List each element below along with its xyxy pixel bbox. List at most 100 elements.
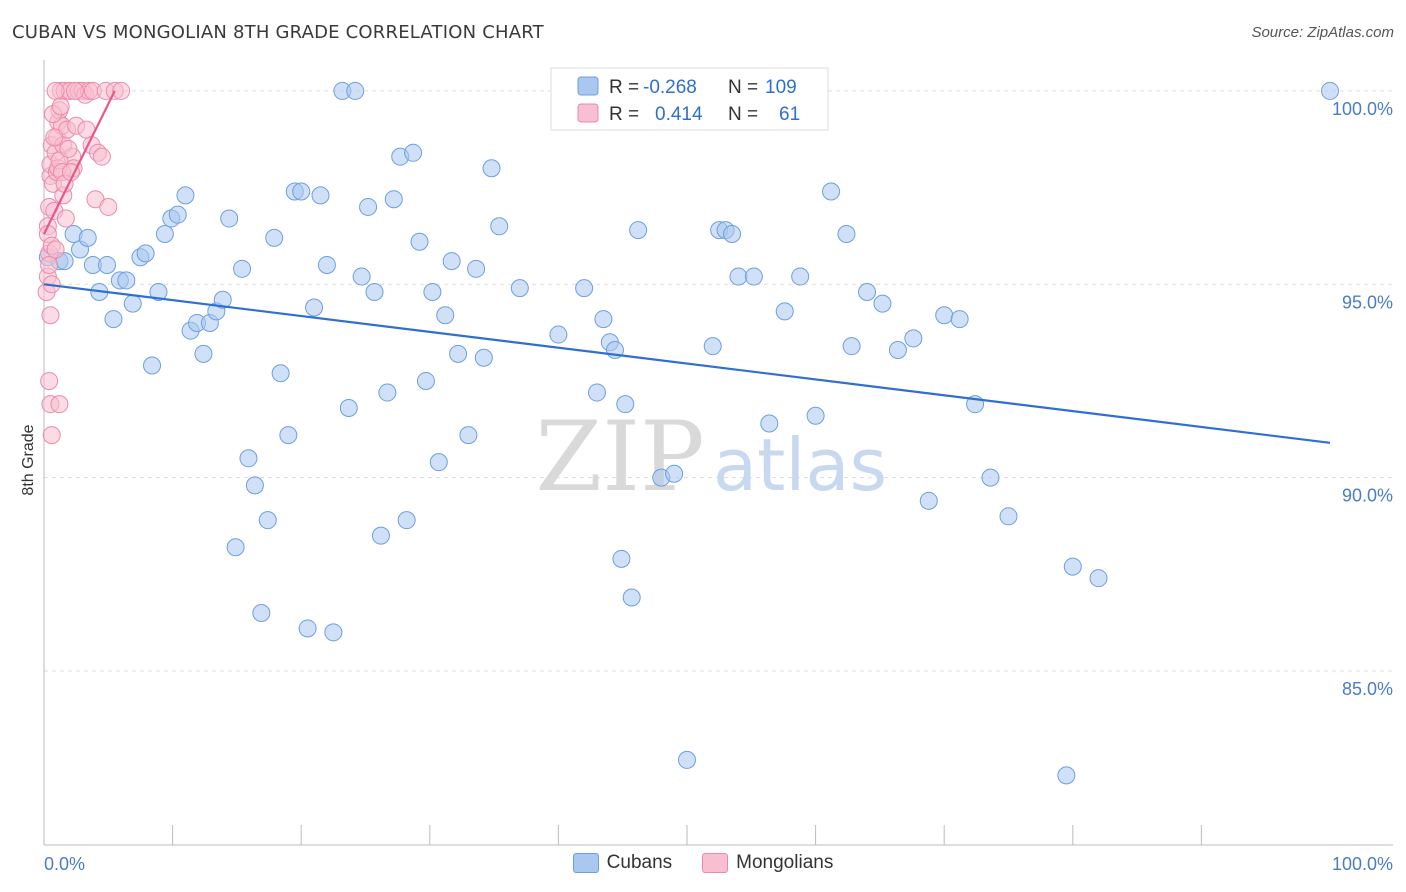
cubans-points	[38, 81, 1339, 785]
chart-title: CUBAN VS MONGOLIAN 8TH GRADE CORRELATION…	[12, 22, 544, 43]
legend-r-value-mongolians: 0.414	[655, 104, 703, 125]
cubans-point	[213, 290, 232, 309]
cubans-point	[194, 344, 213, 363]
mongolians-points	[37, 81, 131, 445]
y-tick-label: 90.0%	[1342, 486, 1393, 506]
cubans-point	[233, 259, 252, 278]
cubans-point	[265, 228, 284, 247]
cubans-point	[467, 259, 486, 278]
cubans-point	[490, 217, 509, 236]
legend-swatch-mongolians	[577, 103, 599, 123]
cubans-point	[482, 159, 501, 178]
mongolians-point	[65, 81, 84, 100]
y-tick-label: 85.0%	[1342, 679, 1393, 699]
x-tick-label: 0.0%	[44, 854, 85, 874]
cubans-point	[339, 399, 358, 418]
cubans-point	[378, 383, 397, 402]
cubans-point	[117, 271, 136, 290]
cubans-point	[416, 371, 435, 390]
y-tick-label: 100.0%	[1332, 99, 1393, 119]
legend-n-label-mongolians: N =	[728, 104, 758, 125]
cubans-point	[155, 225, 174, 244]
cubans-point	[950, 310, 969, 329]
watermark-atlas: atlas	[713, 423, 887, 507]
cubans-point	[168, 205, 187, 224]
legend-item-mongolians[interactable]: Mongolians	[702, 852, 833, 874]
cubans-swatch	[572, 853, 599, 873]
cubans-point	[837, 225, 856, 244]
cubans-point	[429, 453, 448, 472]
cubans-trend-line	[43, 283, 1331, 444]
cubans-point	[1063, 557, 1082, 576]
cubans-point	[423, 283, 442, 302]
cubans-point	[575, 279, 594, 298]
legend-item-cubans[interactable]: Cubans	[572, 852, 673, 874]
cubans-point	[723, 225, 742, 244]
cubans-point	[904, 329, 923, 348]
cubans-point	[842, 337, 861, 356]
mongolians-point	[56, 209, 75, 228]
mongolians-point	[41, 306, 60, 325]
mongolians-point	[42, 426, 61, 445]
cubans-point	[397, 511, 416, 530]
legend-swatch-cubans	[577, 76, 599, 96]
cubans-point	[729, 267, 748, 286]
cubans-point	[981, 468, 1000, 487]
cubans-point	[459, 426, 478, 445]
cubans-point	[587, 383, 606, 402]
cubans-point	[143, 356, 162, 375]
cubans-point	[104, 310, 123, 329]
cubans-point	[919, 491, 938, 510]
cubans-point	[371, 526, 390, 545]
y-tick-label: 95.0%	[1342, 292, 1393, 312]
cubans-point	[311, 186, 330, 205]
axes	[43, 60, 1393, 846]
mongolians-swatch	[702, 853, 729, 873]
cubans-point	[404, 143, 423, 162]
cubans-point	[98, 255, 117, 274]
legend-label-cubans: Cubans	[606, 852, 673, 873]
cubans-point	[622, 588, 641, 607]
x-tick-labels: 0.0% 100.0%	[44, 854, 1393, 874]
mongolians-point	[112, 81, 131, 100]
mongolians-point	[51, 97, 70, 116]
cubans-point	[935, 306, 954, 325]
cubans-point	[873, 294, 892, 313]
cubans-point	[744, 267, 763, 286]
cubans-point	[226, 538, 245, 557]
cubans-point	[999, 507, 1018, 526]
cubans-point	[442, 252, 461, 271]
mongolians-point	[50, 395, 69, 414]
cubans-point	[324, 623, 343, 642]
cubans-point	[220, 209, 239, 228]
cubans-point	[298, 619, 317, 638]
cubans-point	[612, 549, 631, 568]
cubans-point	[346, 81, 365, 100]
cubans-point	[365, 283, 384, 302]
cubans-point	[1321, 81, 1339, 100]
cubans-point	[791, 267, 810, 286]
cubans-point	[292, 182, 311, 201]
cubans-point	[510, 279, 529, 298]
y-axis-label: 8th Grade	[20, 424, 37, 495]
mongolians-point	[46, 240, 65, 259]
cubans-point	[436, 306, 455, 325]
grid-lines	[44, 90, 1393, 672]
cubans-point	[703, 337, 722, 356]
cubans-point	[629, 221, 648, 240]
chart-source: Source: ZipAtlas.com	[1251, 24, 1394, 41]
cubans-point	[384, 190, 403, 209]
legend-label-mongolians: Mongolians	[736, 852, 834, 873]
cubans-point	[474, 348, 493, 367]
cubans-point	[279, 426, 298, 445]
cubans-point	[822, 182, 841, 201]
x-tick-label: 100.0%	[1332, 854, 1393, 874]
cubans-point	[1089, 569, 1108, 588]
cubans-point	[252, 603, 271, 622]
cubans-point	[678, 750, 696, 769]
cubans-point	[305, 298, 324, 317]
cubans-point	[258, 511, 277, 530]
cubans-point	[271, 364, 290, 383]
cubans-point	[888, 341, 907, 360]
cubans-point	[616, 395, 635, 414]
